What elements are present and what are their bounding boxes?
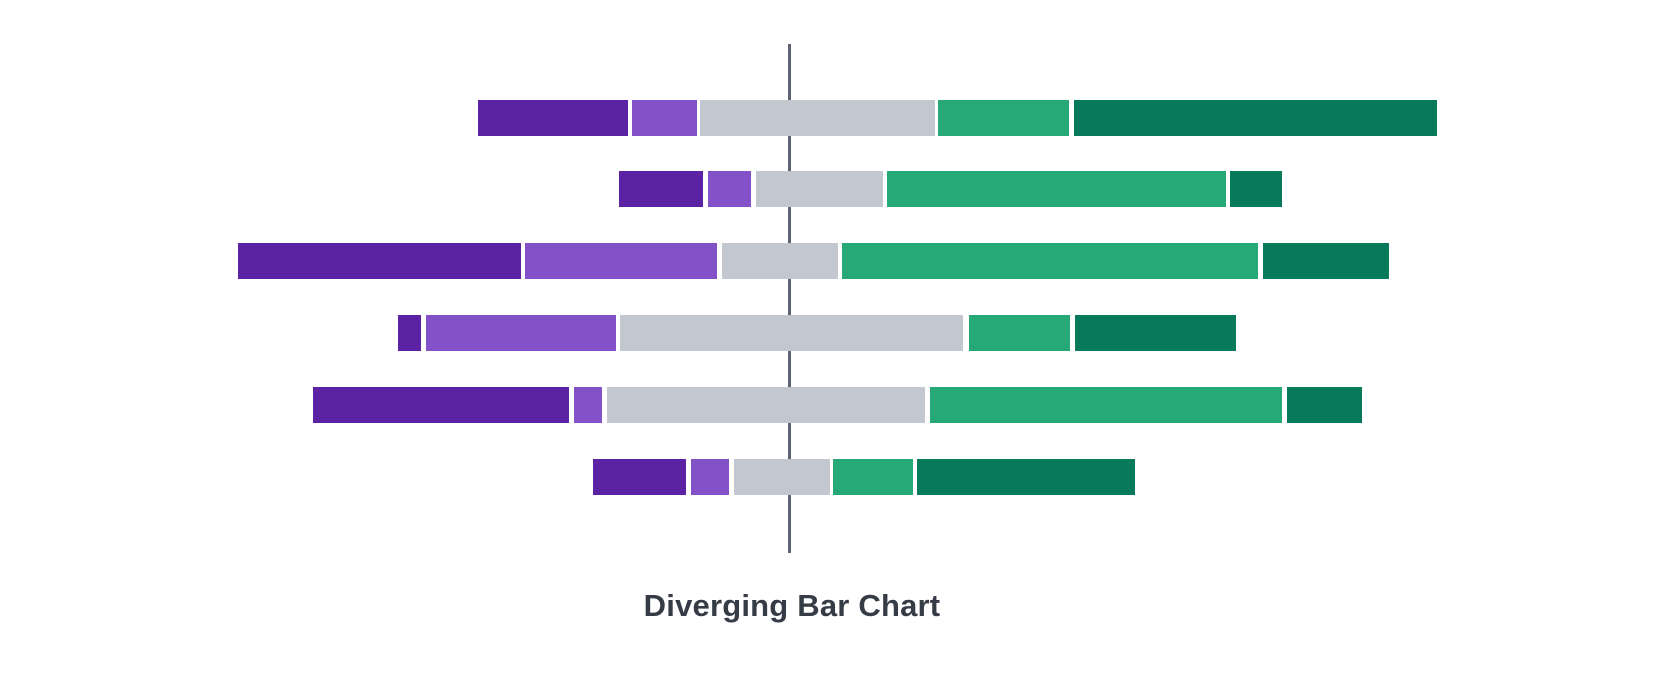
bar-segment-medium-green	[969, 315, 1070, 351]
bar-segment-light-purple	[525, 243, 717, 279]
bar-segment-dark-purple	[313, 387, 569, 423]
bar-row	[0, 100, 1672, 136]
bar-segment-medium-green	[938, 100, 1069, 136]
bar-segment-medium-green	[842, 243, 1258, 279]
bar-segment-neutral-gray	[756, 171, 883, 207]
bar-segment-neutral-gray	[722, 243, 838, 279]
chart-title: Diverging Bar Chart	[643, 588, 941, 623]
bar-row	[0, 459, 1672, 495]
bar-segment-dark-purple	[398, 315, 421, 351]
bar-row	[0, 171, 1672, 207]
bar-segment-light-purple	[632, 100, 697, 136]
bar-segment-neutral-gray	[734, 459, 830, 495]
axis-center-line	[787, 44, 791, 553]
bar-segment-dark-purple	[478, 100, 628, 136]
bar-row	[0, 387, 1672, 423]
bar-segment-light-purple	[426, 315, 616, 351]
bar-row	[0, 243, 1672, 279]
bar-segment-dark-purple	[238, 243, 521, 279]
bar-segment-light-purple	[691, 459, 729, 495]
bar-segment-dark-purple	[593, 459, 686, 495]
bar-segment-dark-green	[1287, 387, 1362, 423]
bar-segment-dark-green	[1074, 100, 1437, 136]
bar-segment-medium-green	[887, 171, 1226, 207]
bar-segment-dark-green	[917, 459, 1135, 495]
bar-row	[0, 315, 1672, 351]
bar-segment-light-purple	[574, 387, 602, 423]
bar-segment-neutral-gray	[700, 100, 935, 136]
bar-segment-medium-green	[930, 387, 1282, 423]
bar-segment-neutral-gray	[620, 315, 963, 351]
bar-segment-medium-green	[833, 459, 913, 495]
bar-segment-light-purple	[708, 171, 751, 207]
bar-segment-neutral-gray	[607, 387, 925, 423]
bar-segment-dark-purple	[619, 171, 703, 207]
bar-segment-dark-green	[1075, 315, 1236, 351]
bar-segment-dark-green	[1230, 171, 1282, 207]
bar-segment-dark-green	[1263, 243, 1389, 279]
